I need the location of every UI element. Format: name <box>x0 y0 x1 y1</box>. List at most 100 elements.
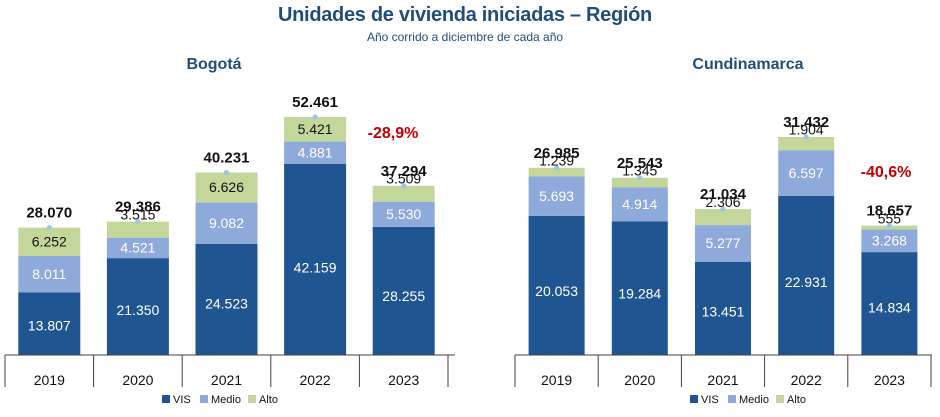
bar-alto-2023 <box>372 185 435 202</box>
label-medio-2021: 9.082 <box>209 215 244 231</box>
label-vis-2023: 14.834 <box>868 299 911 315</box>
bar-top-dot-2019 <box>554 165 560 171</box>
label-medio-2019: 5.693 <box>539 188 574 204</box>
label-alto-2022: 1.904 <box>789 122 824 138</box>
bar-medio-2020 <box>106 237 169 259</box>
total-label-2022: 31.432 <box>783 114 829 131</box>
total-label-2020: 29.386 <box>115 199 161 216</box>
x-tick-label-2023: 2023 <box>388 372 419 388</box>
bar-vis-2020 <box>106 258 169 355</box>
bar-medio-2019 <box>18 256 81 293</box>
legend-swatch-medio <box>200 395 208 403</box>
x-tick-label-2019: 2019 <box>541 372 572 388</box>
label-alto-2020: 3.515 <box>120 206 155 222</box>
label-medio-2023: 5.530 <box>386 206 421 222</box>
label-medio-2021: 5.277 <box>705 235 740 251</box>
label-vis-2019: 20.053 <box>535 283 578 299</box>
label-medio-2019: 8.011 <box>32 266 66 282</box>
label-vis-2021: 24.523 <box>205 296 248 312</box>
total-label-2019: 26.985 <box>534 145 580 162</box>
bar-medio-2022 <box>778 150 835 196</box>
bar-alto-2022 <box>284 117 347 142</box>
label-alto-2021: 6.626 <box>209 179 244 195</box>
bar-top-dot-2022 <box>803 134 809 140</box>
legend-swatch-medio <box>728 395 736 403</box>
bar-alto-2020 <box>611 177 668 188</box>
label-vis-2023: 28.255 <box>382 288 425 304</box>
label-medio-2022: 6.597 <box>789 165 824 181</box>
main-title: Unidades de vivienda iniciadas – Región <box>278 4 652 26</box>
label-vis-2022: 22.931 <box>785 274 828 290</box>
bar-top-dot-2021 <box>720 206 726 212</box>
x-tick-label-2020: 2020 <box>624 372 655 388</box>
bar-vis-2021 <box>195 243 258 355</box>
label-vis-2020: 19.284 <box>618 286 661 302</box>
label-vis-2021: 13.451 <box>702 304 745 320</box>
label-alto-2023: 555 <box>878 210 902 226</box>
label-vis-2022: 42.159 <box>294 260 337 276</box>
total-label-2022: 52.461 <box>292 94 338 111</box>
label-alto-2019: 1.239 <box>539 153 574 169</box>
bar-vis-2023 <box>861 252 918 355</box>
legend-label-alto: Alto <box>259 394 278 406</box>
panel-title: Bogotá <box>186 56 241 73</box>
total-label-2021: 21.034 <box>700 186 747 203</box>
label-alto-2023: 3.509 <box>386 171 421 187</box>
x-tick-label-2021: 2021 <box>707 372 738 388</box>
chart-bogota: Bogotá 13.807 8.011 6.252 28.070 2019 21.350 4.… <box>4 56 455 406</box>
label-vis-2019: 13.807 <box>28 318 71 334</box>
bar-vis-2022 <box>284 163 347 355</box>
label-medio-2020: 4.914 <box>622 196 657 212</box>
bar-medio-2021 <box>695 225 751 262</box>
bar-medio-2023 <box>372 201 435 227</box>
legend-swatch-alto <box>776 395 784 403</box>
main-subtitle: Año corrido a diciembre de cada año <box>366 30 564 44</box>
label-medio-2020: 4.521 <box>120 240 155 256</box>
bar-alto-2019 <box>528 167 585 177</box>
label-medio-2022: 4.881 <box>298 144 333 160</box>
bar-top-dot-2023 <box>401 183 407 189</box>
bar-vis-2023 <box>372 226 435 355</box>
legend-label-vis: VIS <box>173 394 191 406</box>
bar-vis-2022 <box>778 195 835 355</box>
bar-top-dot-2021 <box>224 169 229 175</box>
legend-label-medio: Medio <box>739 394 769 406</box>
bar-top-dot-2020 <box>637 175 643 181</box>
x-tick-label-2021: 2021 <box>211 372 242 388</box>
label-alto-2021: 2.306 <box>705 194 740 210</box>
bar-alto-2021 <box>195 172 258 203</box>
total-label-2019: 28.070 <box>26 205 72 222</box>
total-label-2021: 40.231 <box>204 149 250 166</box>
bar-alto-2022 <box>778 137 835 151</box>
x-tick-label-2023: 2023 <box>874 372 905 388</box>
legend-swatch-vis <box>162 395 170 403</box>
bar-medio-2022 <box>284 141 347 164</box>
bar-medio-2020 <box>611 187 668 222</box>
label-alto-2020: 1.345 <box>622 163 657 179</box>
x-tick-label-2022: 2022 <box>791 372 822 388</box>
total-label-2020: 25.543 <box>617 155 663 172</box>
bar-vis-2021 <box>695 261 751 355</box>
label-alto-2022: 5.421 <box>298 121 333 137</box>
label-vis-2020: 21.350 <box>116 302 159 318</box>
total-label-2023: 37.294 <box>381 163 428 180</box>
label-medio-2023: 3.268 <box>872 232 907 248</box>
bar-vis-2019 <box>528 215 585 355</box>
legend-label-medio: Medio <box>211 394 241 406</box>
bar-medio-2023 <box>861 229 918 253</box>
change-annotation: -40,6% <box>861 164 912 181</box>
legend-swatch-alto <box>248 395 256 403</box>
panel-title: Cundinamarca <box>692 56 803 73</box>
bar-alto-2020 <box>106 221 169 238</box>
legend-label-alto: Alto <box>787 394 806 406</box>
legend-label-vis: VIS <box>701 394 719 406</box>
x-tick-label-2020: 2020 <box>122 372 153 388</box>
bar-medio-2019 <box>528 176 585 216</box>
x-tick-label-2022: 2022 <box>300 372 331 388</box>
bar-alto-2021 <box>695 209 751 226</box>
bar-top-dot-2019 <box>46 225 52 231</box>
bar-top-dot-2023 <box>886 223 892 229</box>
bar-top-dot-2022 <box>312 114 318 120</box>
x-tick-label-2019: 2019 <box>34 372 65 388</box>
